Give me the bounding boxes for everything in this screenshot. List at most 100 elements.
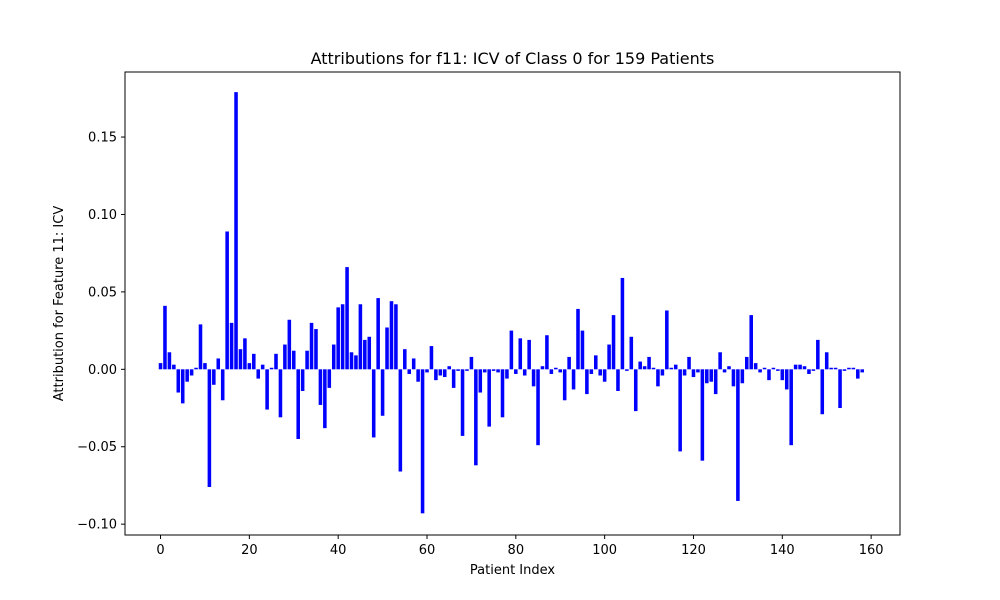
bar: [354, 355, 358, 370]
bar: [318, 369, 323, 405]
x-tick-label: 140: [770, 543, 795, 558]
bar: [287, 319, 292, 370]
bar: [745, 356, 749, 370]
bar: [736, 369, 740, 501]
bar: [647, 356, 651, 370]
bar: [465, 369, 469, 371]
x-ticks-group: 0 20 40 60 80 100 120 140 160: [156, 535, 884, 558]
x-tick-label: 40: [330, 543, 347, 558]
bar: [607, 344, 611, 370]
bar: [438, 369, 443, 376]
bar: [589, 369, 594, 374]
bar: [252, 353, 256, 370]
bar: [838, 369, 842, 409]
bar: [158, 363, 163, 370]
bar: [625, 369, 629, 371]
x-axis-label: Patient Index: [470, 563, 555, 578]
bar: [229, 322, 234, 370]
bar: [447, 366, 451, 370]
bar: [403, 349, 407, 370]
bar: [705, 369, 709, 384]
bar: [713, 369, 718, 395]
bar: [309, 322, 314, 370]
bar: [731, 369, 736, 387]
bar: [833, 367, 838, 370]
bar: [509, 330, 514, 370]
bar: [678, 369, 682, 452]
bar: [598, 369, 602, 376]
x-tick-label: 100: [592, 543, 617, 558]
bar: [278, 369, 283, 418]
bar: [389, 301, 394, 370]
bar: [216, 358, 221, 370]
bar: [260, 364, 265, 370]
bar: [829, 367, 833, 370]
bar: [305, 350, 309, 370]
bar: [545, 335, 549, 370]
bar: [722, 369, 727, 373]
bar: [567, 356, 571, 370]
bar: [691, 369, 696, 378]
bar: [371, 369, 376, 438]
bar: [651, 367, 656, 370]
bar: [700, 369, 705, 461]
bar: [580, 330, 585, 370]
bar: [669, 367, 674, 370]
bar: [478, 369, 483, 393]
bar: [767, 369, 771, 381]
bar: [367, 336, 372, 370]
bar: [682, 369, 687, 376]
bar: [762, 367, 767, 370]
bar: [234, 92, 238, 370]
y-tick-label: 0.10: [88, 208, 117, 223]
bar: [300, 369, 305, 391]
bar: [696, 369, 700, 373]
bar: [740, 369, 745, 384]
bar: [203, 363, 207, 370]
bar: [629, 336, 634, 370]
bar: [687, 356, 691, 370]
y-tick-label: 0.05: [88, 285, 117, 300]
bar: [811, 369, 816, 371]
bar: [798, 364, 802, 370]
bar: [594, 355, 598, 370]
bar: [771, 367, 776, 370]
bar: [816, 339, 820, 370]
bar: [349, 352, 354, 370]
bar: [336, 307, 340, 370]
bar: [549, 369, 554, 374]
y-tick-label: −0.10: [77, 518, 117, 533]
bar: [856, 369, 860, 379]
bar: [185, 369, 189, 382]
bar: [500, 369, 505, 418]
bar: [194, 367, 198, 370]
bar: [860, 369, 865, 373]
bar: [807, 369, 811, 374]
bar: [673, 364, 678, 370]
bar: [451, 369, 456, 388]
bar: [642, 366, 647, 370]
bar: [847, 367, 851, 370]
bar: [345, 267, 349, 370]
bar: [265, 369, 269, 410]
bar: [180, 369, 185, 404]
bar: [749, 315, 753, 370]
bar: [611, 315, 616, 370]
bar: [665, 310, 669, 370]
x-tick-label: 80: [508, 543, 525, 558]
bar: [442, 369, 447, 378]
bar: [358, 304, 363, 370]
bars-group: [158, 92, 865, 514]
bar: [331, 344, 336, 370]
bar: [434, 369, 438, 381]
bar: [314, 329, 318, 370]
bar: [474, 369, 478, 466]
bar: [753, 363, 758, 370]
bar: [176, 369, 181, 393]
bar: [469, 356, 474, 370]
bar: [283, 344, 287, 370]
bar: [558, 369, 563, 373]
bar: [842, 369, 847, 371]
bar: [576, 308, 580, 370]
